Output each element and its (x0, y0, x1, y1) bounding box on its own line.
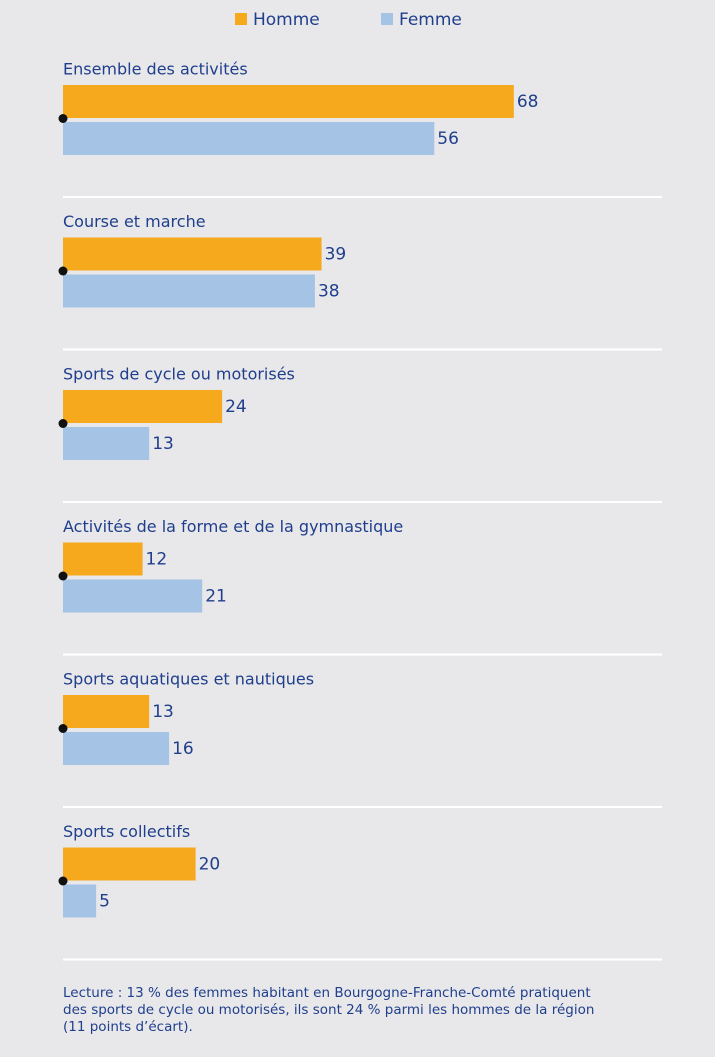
category-title: Sports de cycle ou motorisés (63, 365, 295, 384)
bar (63, 847, 196, 881)
value-label: 5 (99, 892, 110, 912)
axis-dot (58, 266, 68, 276)
axis-dot (58, 114, 68, 123)
bar (63, 427, 150, 460)
bar (63, 390, 223, 423)
value-label: 21 (205, 587, 227, 607)
bar (63, 237, 322, 271)
axis-dot (58, 419, 68, 428)
bar (63, 274, 315, 308)
axis-dot (58, 724, 68, 733)
value-label: 20 (199, 855, 221, 875)
value-label: 68 (517, 92, 539, 112)
value-label: 56 (437, 129, 459, 149)
category-title: Ensemble des activités (63, 60, 248, 79)
axis-dot (58, 571, 68, 581)
axis-dot (58, 876, 68, 886)
value-label: 16 (172, 739, 194, 759)
legend-label: Femme (399, 10, 462, 30)
chart: Homme Femme Ensemble des activités 68 56 Cour… (58, 10, 662, 961)
bar (63, 884, 97, 918)
value-label: 38 (318, 282, 340, 302)
value-label: 12 (146, 550, 168, 570)
bar (63, 542, 143, 576)
category-title: Activités de la forme et de la gymnastiq… (63, 517, 403, 536)
category-title: Sports collectifs (63, 822, 190, 841)
value-label: 39 (325, 245, 347, 265)
value-label: 24 (225, 397, 247, 417)
bar (63, 695, 150, 728)
category-title: Sports aquatiques et nautiques (63, 670, 314, 689)
legend-label: Homme (253, 10, 320, 30)
legend-swatch (381, 13, 393, 25)
value-label: 13 (152, 434, 174, 454)
bar (63, 122, 435, 155)
note: Lecture : 13 % des femmes habitant en Bo… (63, 985, 595, 1035)
value-label: 13 (152, 702, 174, 722)
bar (63, 732, 170, 765)
bar (63, 579, 203, 613)
bar (63, 85, 514, 118)
category-title: Course et marche (63, 212, 206, 231)
legend-swatch (235, 13, 247, 25)
